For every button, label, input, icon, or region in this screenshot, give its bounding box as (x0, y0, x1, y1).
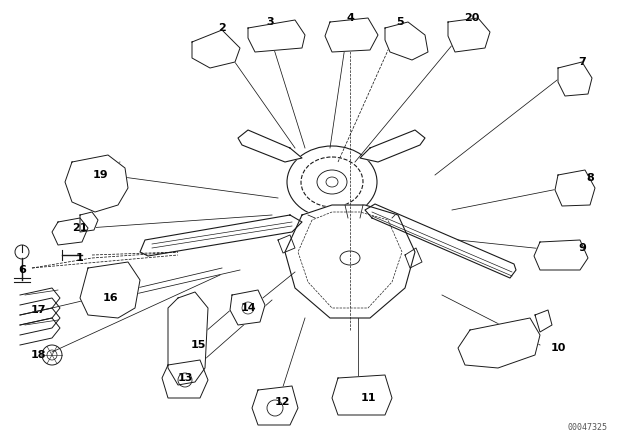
Text: 21: 21 (72, 223, 88, 233)
Text: 17: 17 (30, 305, 45, 315)
Polygon shape (238, 130, 302, 162)
Polygon shape (80, 212, 98, 232)
Text: 7: 7 (578, 57, 586, 67)
Text: 18: 18 (30, 350, 45, 360)
Polygon shape (360, 130, 425, 162)
Polygon shape (65, 155, 128, 212)
Text: 10: 10 (550, 343, 566, 353)
Text: 1: 1 (76, 253, 84, 263)
Polygon shape (385, 22, 428, 60)
Polygon shape (555, 170, 595, 206)
Polygon shape (458, 318, 540, 368)
Polygon shape (332, 375, 392, 415)
Text: 14: 14 (240, 303, 256, 313)
Polygon shape (80, 262, 140, 318)
Text: 19: 19 (92, 170, 108, 180)
Text: 6: 6 (18, 265, 26, 275)
Text: 2: 2 (218, 23, 226, 33)
Text: 5: 5 (396, 17, 404, 27)
Polygon shape (168, 292, 208, 385)
Text: 13: 13 (177, 373, 193, 383)
Text: 9: 9 (578, 243, 586, 253)
Polygon shape (534, 240, 588, 270)
Polygon shape (52, 218, 88, 245)
Polygon shape (325, 18, 378, 52)
Polygon shape (162, 360, 208, 398)
Text: 3: 3 (266, 17, 274, 27)
Polygon shape (285, 205, 415, 318)
Text: 12: 12 (275, 397, 290, 407)
Text: 00047325: 00047325 (568, 423, 608, 432)
Polygon shape (140, 215, 302, 256)
Polygon shape (230, 290, 265, 325)
Polygon shape (365, 204, 516, 278)
Text: 15: 15 (190, 340, 205, 350)
Polygon shape (192, 30, 240, 68)
Polygon shape (558, 62, 592, 96)
Text: 4: 4 (346, 13, 354, 23)
Text: 16: 16 (102, 293, 118, 303)
Polygon shape (252, 386, 298, 425)
Polygon shape (248, 20, 305, 52)
Polygon shape (535, 310, 552, 332)
Text: 20: 20 (464, 13, 480, 23)
Polygon shape (448, 18, 490, 52)
Text: 11: 11 (360, 393, 376, 403)
Text: 8: 8 (586, 173, 594, 183)
